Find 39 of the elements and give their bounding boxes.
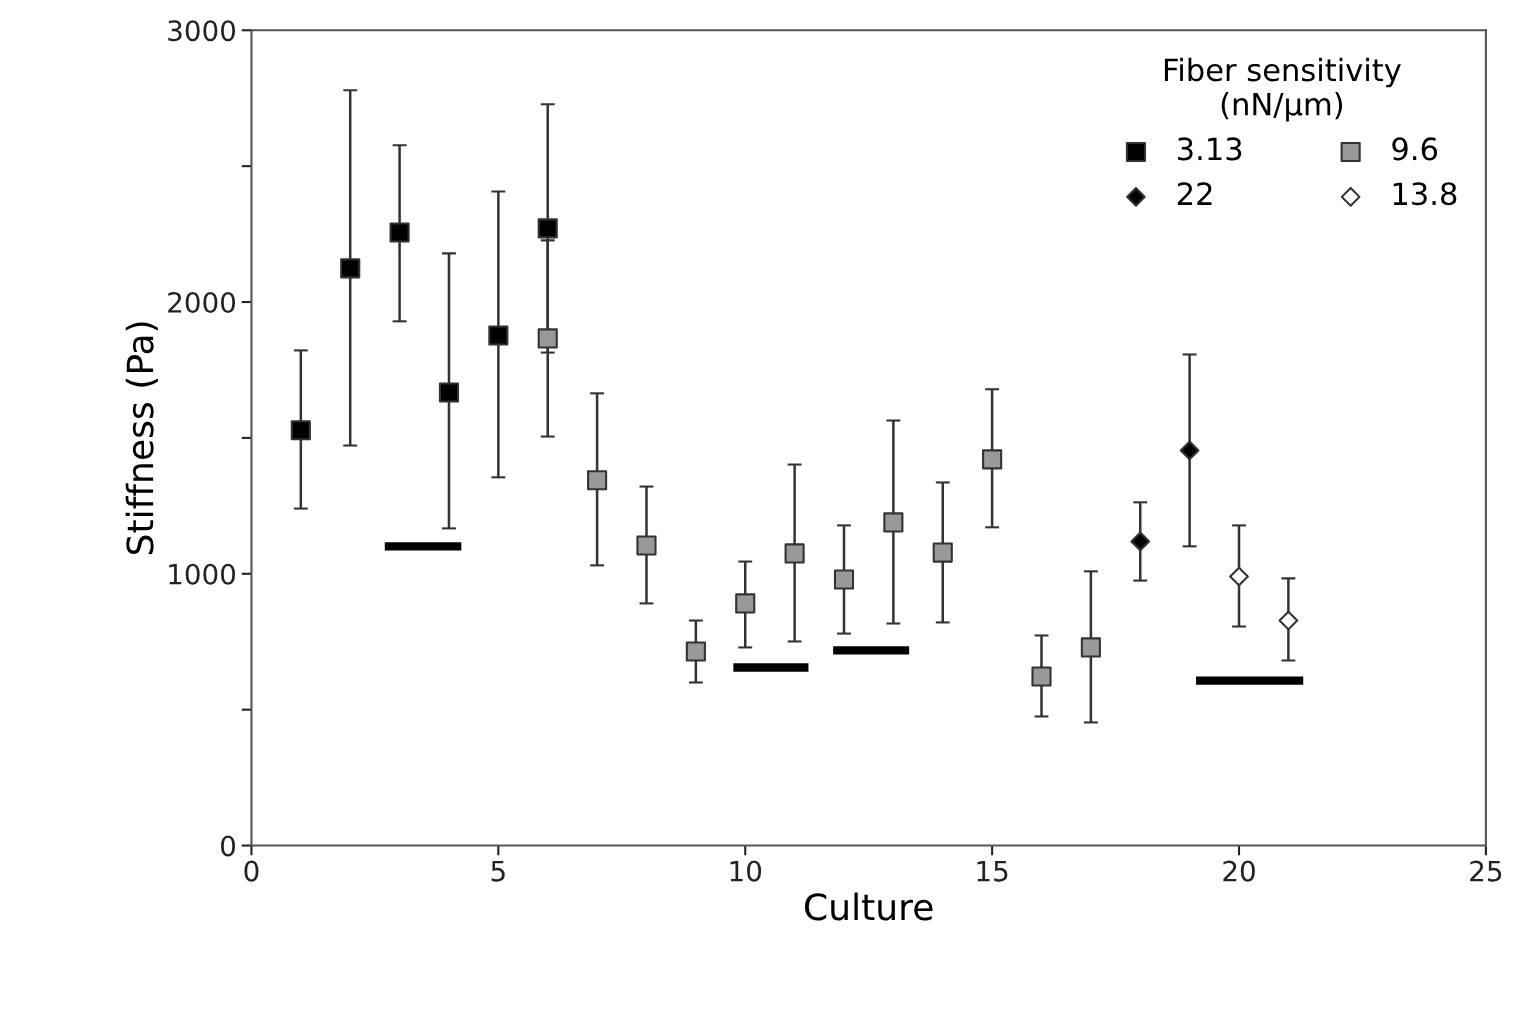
x-tick-label: 25 xyxy=(1470,860,1502,882)
point xyxy=(685,641,706,662)
point xyxy=(488,325,509,346)
point xyxy=(389,222,410,243)
legend-title: Fiber sensitivity (nN/µm) xyxy=(1164,57,1401,122)
legend-label: 9.6 xyxy=(1392,137,1438,161)
point xyxy=(587,470,608,491)
point xyxy=(1080,637,1101,658)
legend-label: 3.13 xyxy=(1178,137,1242,161)
point xyxy=(883,512,904,533)
point xyxy=(340,258,361,279)
y-tick-label: 2000 xyxy=(168,291,236,313)
y-axis-title: Stiffness (Pa) xyxy=(125,322,158,555)
x-tick-label: 0 xyxy=(244,860,259,882)
x-tick-label: 5 xyxy=(491,860,505,882)
x-tick-label: 20 xyxy=(1223,860,1255,882)
point xyxy=(438,382,460,403)
point xyxy=(636,535,657,556)
y-tick-label: 0 xyxy=(221,835,236,857)
point xyxy=(1031,666,1052,687)
point xyxy=(833,569,855,590)
y-tick-label: 1000 xyxy=(169,563,236,585)
legend-label: 22 xyxy=(1177,182,1212,205)
x-tick-label: 10 xyxy=(730,860,762,882)
point xyxy=(537,328,558,349)
x-tick-label: 15 xyxy=(977,860,1008,882)
point xyxy=(1229,566,1249,587)
point xyxy=(982,449,1003,470)
legend-label: 13.8 xyxy=(1393,182,1457,206)
point xyxy=(1130,531,1151,552)
point xyxy=(784,543,805,564)
point xyxy=(1179,440,1200,461)
x-axis-title: Culture xyxy=(804,892,933,921)
point xyxy=(932,542,953,563)
point xyxy=(537,218,558,239)
point xyxy=(735,593,756,614)
y-tick-label: 3000 xyxy=(168,20,236,42)
point xyxy=(1278,610,1299,631)
point xyxy=(290,420,311,441)
